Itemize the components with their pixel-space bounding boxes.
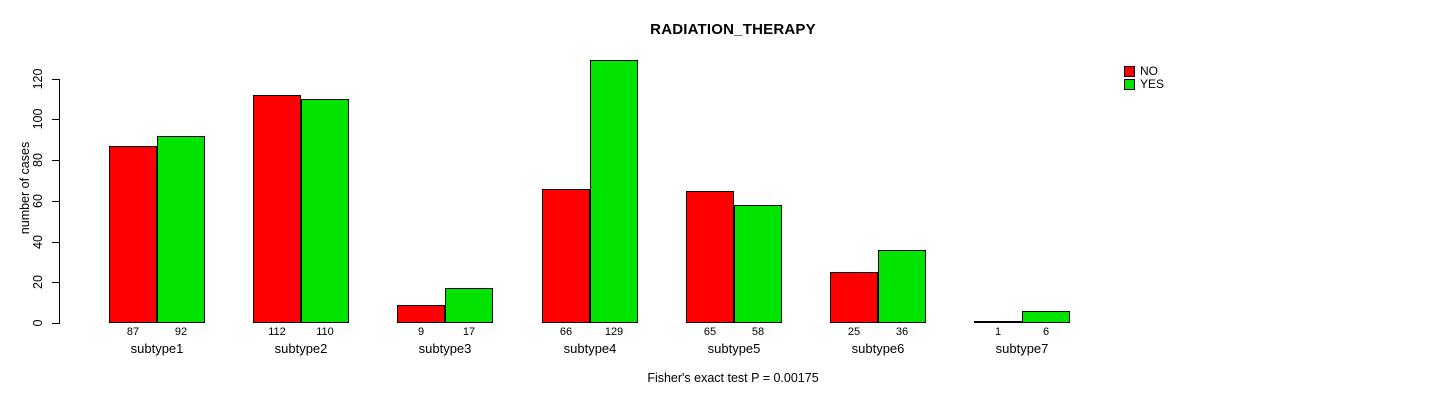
bar-no-subtype5 xyxy=(686,191,734,323)
bar-yes-subtype5 xyxy=(734,205,782,323)
y-tick-label-text: 40 xyxy=(31,235,45,249)
y-tick-label-text: 60 xyxy=(31,194,45,208)
legend-swatch-no xyxy=(1124,66,1135,77)
bar-value-label: 25 xyxy=(847,326,861,338)
bar-yes-subtype6 xyxy=(878,250,926,323)
legend-label-yes: YES xyxy=(1140,77,1165,91)
bar-value-label: 66 xyxy=(559,326,573,338)
bar-value-label: 6 xyxy=(1042,326,1050,338)
bar-value-label: 17 xyxy=(462,326,476,338)
bar-value-label: 112 xyxy=(268,326,286,338)
y-tick xyxy=(52,160,59,161)
category-label-subtype5: subtype5 xyxy=(707,341,761,356)
bar-no-subtype1 xyxy=(109,146,157,323)
bar-yes-subtype1 xyxy=(157,136,205,323)
bar-value-label: 110 xyxy=(316,326,334,338)
y-tick xyxy=(52,282,59,283)
bar-value-label: 87 xyxy=(126,326,140,338)
bar-value-label: 36 xyxy=(895,326,909,338)
y-tick-label-text: 20 xyxy=(31,275,45,289)
bar-no-subtype3 xyxy=(397,305,445,323)
bar-yes-subtype7 xyxy=(1022,311,1070,323)
bar-value-label: 129 xyxy=(604,326,624,338)
y-tick xyxy=(52,119,59,120)
bar-no-subtype6 xyxy=(830,272,878,323)
category-label-subtype1: subtype1 xyxy=(130,341,184,356)
category-label-subtype3: subtype3 xyxy=(418,341,472,356)
chart-title: RADIATION_THERAPY xyxy=(650,21,816,38)
bar-value-label: 9 xyxy=(417,326,425,338)
category-label-subtype4: subtype4 xyxy=(563,341,617,356)
bar-no-subtype4 xyxy=(542,189,590,323)
bar-yes-subtype4 xyxy=(590,60,638,323)
bar-yes-subtype2 xyxy=(301,99,349,323)
bar-value-label: 58 xyxy=(751,326,765,338)
y-axis-line xyxy=(59,78,60,324)
bar-no-subtype2 xyxy=(253,95,301,323)
category-label-subtype7: subtype7 xyxy=(995,341,1049,356)
bar-value-label: 65 xyxy=(703,326,717,338)
y-tick-label-text: 80 xyxy=(31,153,45,167)
stat-annotation: Fisher's exact test P = 0.00175 xyxy=(647,371,819,385)
y-tick xyxy=(52,79,59,80)
legend-item-no: NO xyxy=(1124,65,1164,78)
category-label-subtype6: subtype6 xyxy=(851,341,905,356)
legend: NO YES xyxy=(1124,65,1164,91)
legend-swatch-yes xyxy=(1124,79,1135,90)
y-tick xyxy=(52,242,59,243)
bar-value-label: 1 xyxy=(994,326,1002,338)
y-tick-label-text: 0 xyxy=(31,319,45,327)
legend-label-no: NO xyxy=(1140,64,1158,78)
bar-no-subtype7 xyxy=(974,321,1022,323)
bar-value-label: 92 xyxy=(174,326,188,338)
y-tick-label-text: 100 xyxy=(31,108,45,130)
y-axis-title-text: number of cases xyxy=(18,141,32,235)
category-label-subtype2: subtype2 xyxy=(274,341,328,356)
legend-item-yes: YES xyxy=(1124,78,1164,91)
bar-yes-subtype3 xyxy=(445,288,493,323)
y-tick-label-text: 120 xyxy=(31,68,45,90)
y-tick xyxy=(52,323,59,324)
y-tick xyxy=(52,201,59,202)
